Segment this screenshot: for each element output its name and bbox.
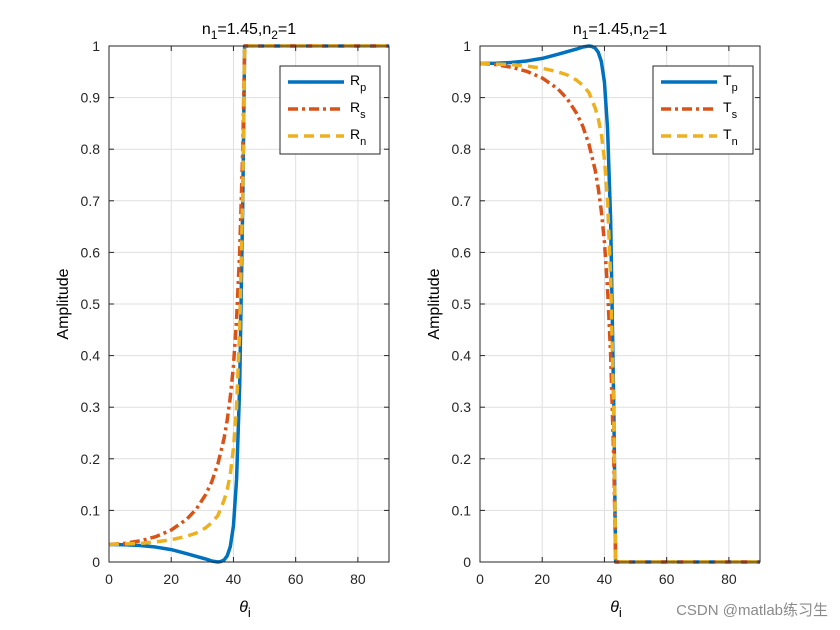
y-tick-label: 0.2 [452,451,472,467]
watermark: CSDN @matlab练习生 [676,602,828,619]
y-tick-label: 0 [92,554,100,570]
y-tick-label: 0.2 [81,451,101,467]
x-tick-label: 40 [226,571,242,587]
y-tick-label: 0.6 [452,244,472,260]
legend-entry-Tn: Tn [723,126,738,148]
y-tick-label: 0.3 [81,399,101,415]
chart-title: n1=1.45,n2=1 [202,21,296,42]
x-tick-label: 20 [163,571,179,587]
y-tick-label: 0.4 [452,348,472,364]
y-tick-label: 0.4 [81,348,101,364]
legend-entry-Rs: Rs [350,99,366,121]
legend: Rp Rs Rn [279,65,381,155]
chart-title: n1=1.45,n2=1 [573,21,667,42]
y-tick-label: 0.6 [81,244,101,260]
x-tick-label: 80 [721,571,737,587]
x-axis-label: θi [239,599,251,620]
y-tick-label: 0.7 [81,193,101,209]
x-tick-label: 0 [105,571,113,587]
legend-entry-Tp: Tp [723,72,738,94]
y-tick-label: 0.5 [452,296,472,312]
y-tick-label: 0 [463,554,471,570]
y-axis-label: Amplitude [426,268,443,339]
y-tick-label: 0.5 [81,296,101,312]
chart-panel-1: 0 20 40 60 80 0 0.1 0.2 0.3 0.4 0.5 0.6 0.7 0.8 0.9 1 n1… [55,21,390,620]
y-tick-label: 0.1 [452,502,472,518]
y-tick-label: 0.3 [452,399,472,415]
x-tick-label: 60 [659,571,675,587]
x-tick-label: 0 [476,571,484,587]
y-tick-label: 0.1 [81,502,101,518]
legend-entry-Ts: Ts [723,99,738,121]
chart-panel-2: 0 20 40 60 80 0 0.1 0.2 0.3 0.4 0.5 0.6 0.7 0.8 0.9 1 n1… [426,21,761,620]
x-tick-label: 60 [288,571,304,587]
x-tick-label: 80 [350,571,366,587]
x-tick-label: 40 [597,571,613,587]
y-tick-label: 0.8 [81,141,101,157]
y-tick-label: 0.9 [81,90,101,106]
x-tick-label: 20 [534,571,550,587]
y-tick-label: 1 [92,38,100,54]
y-tick-label: 0.8 [452,141,472,157]
legend-entry-Rn: Rn [350,126,366,148]
y-tick-label: 0.9 [452,90,472,106]
legend-entry-Rp: Rp [350,72,366,94]
y-tick-label: 1 [463,38,471,54]
y-tick-label: 0.7 [452,193,472,209]
legend: Tp Ts Tn [652,65,754,155]
y-axis-label: Amplitude [55,268,72,339]
x-axis-label: θi [610,599,622,620]
